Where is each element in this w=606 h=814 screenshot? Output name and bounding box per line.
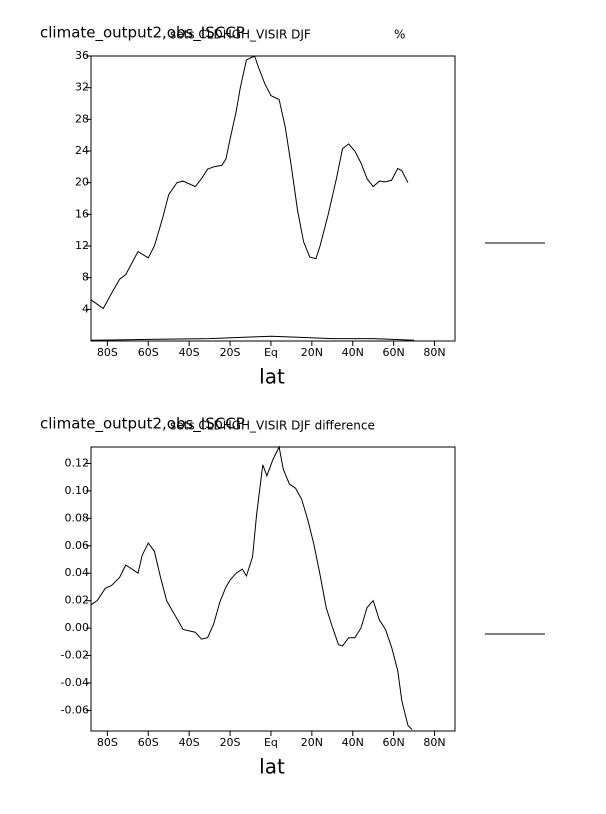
- y-tick-label: 0.08: [65, 511, 90, 524]
- x-tick-label: 60N: [383, 346, 405, 359]
- x-tick-label: 20S: [220, 736, 241, 749]
- x-tick-label: 80S: [97, 346, 118, 359]
- x-tick-label: 60N: [383, 736, 405, 749]
- y-tick-label: -0.06: [61, 703, 89, 716]
- y-tick-label: 28: [75, 112, 89, 125]
- y-tick-label: 4: [82, 302, 89, 315]
- plot-frame: [90, 446, 456, 732]
- chart-title: climate_output2,obs_ISCCP: [40, 24, 245, 43]
- x-tick-label: 40N: [342, 346, 364, 359]
- y-tick-label: 0.04: [65, 566, 90, 579]
- series-line: [90, 335, 415, 341]
- x-tick-label: 20S: [220, 346, 241, 359]
- x-tick-label: 80S: [97, 736, 118, 749]
- y-tick-label: 24: [75, 144, 89, 157]
- x-tick-label: Eq: [264, 346, 278, 359]
- y-tick-label: 0.12: [65, 456, 90, 469]
- x-axis-label: lat: [259, 365, 285, 389]
- chart-subtitle: sets CLDHGH_VISIR DJF: [170, 28, 311, 42]
- y-tick-label: 16: [75, 207, 89, 220]
- y-tick-label: 0.10: [65, 484, 90, 497]
- series-line: [90, 55, 409, 310]
- y-tick-label: -0.04: [61, 676, 89, 689]
- y-tick-label: 20: [75, 176, 89, 189]
- y-tick-label: 0.02: [65, 594, 90, 607]
- y-tick-label: 0.00: [65, 621, 90, 634]
- x-tick-label: 20N: [301, 736, 323, 749]
- plot-frame: [90, 55, 456, 342]
- x-tick-label: 80N: [423, 346, 445, 359]
- x-axis-label: lat: [259, 755, 285, 779]
- y-tick-label: 32: [75, 81, 89, 94]
- chart-title: climate_output2,obs_ISCCP: [40, 415, 245, 434]
- x-tick-label: 60S: [138, 346, 159, 359]
- y-tick-label: 8: [82, 271, 89, 284]
- y-tick-label: -0.02: [61, 649, 89, 662]
- x-tick-label: 80N: [423, 736, 445, 749]
- x-tick-label: 20N: [301, 346, 323, 359]
- units: %: [394, 28, 405, 42]
- chart-subtitle: sets CLDHGH_VISIR DJF difference: [170, 419, 375, 433]
- y-tick-label: 12: [75, 239, 89, 252]
- y-tick-label: 0.06: [65, 539, 90, 552]
- series-line: [90, 445, 413, 730]
- x-tick-label: 40S: [179, 736, 200, 749]
- x-tick-label: Eq: [264, 736, 278, 749]
- x-tick-label: 60S: [138, 736, 159, 749]
- x-tick-label: 40S: [179, 346, 200, 359]
- x-tick-label: 40N: [342, 736, 364, 749]
- y-tick-label: 36: [75, 49, 89, 62]
